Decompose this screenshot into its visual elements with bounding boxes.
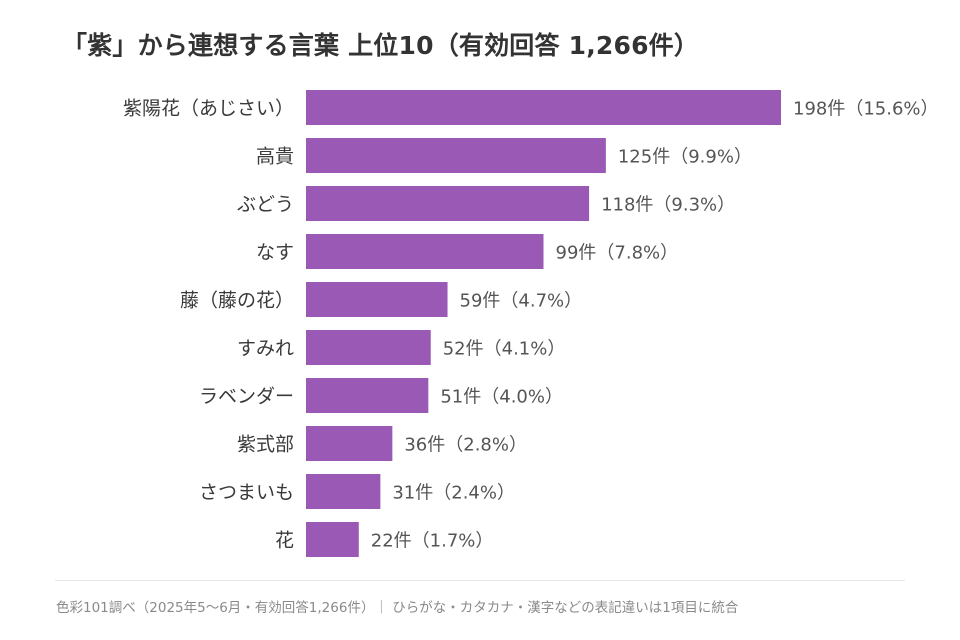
footer-divider [55,580,905,581]
bar-chart: 紫陽花（あじさい） 198件（15.6%） 高貴 125件（9.9%） ぶどう 118件（… [123,90,939,557]
value-label: 118件（9.3%） [601,195,735,216]
value-label: 59件（4.7%） [460,291,583,312]
bar [306,330,431,365]
value-label: 198件（15.6%） [793,99,939,120]
category-label: 紫式部 [237,434,294,456]
source-note: 色彩101調べ（2025年5〜6月・有効回答1,266件）｜ ひらがな・カタカナ… [56,600,739,616]
category-label: 藤（藤の花） [180,290,294,312]
value-label: 52件（4.1%） [443,339,566,360]
bar [306,282,448,317]
category-label: なす [256,242,294,264]
value-label: 22件（1.7%） [371,531,494,552]
bar [306,138,606,173]
category-label: ぶどう [237,194,294,216]
value-label: 31件（2.4%） [392,483,515,504]
bar [306,234,544,269]
bar [306,426,393,461]
value-label: 99件（7.8%） [556,243,679,264]
value-label: 36件（2.8%） [404,435,527,456]
bar [306,474,381,509]
category-label: 高貴 [256,146,294,168]
category-label: さつまいも [199,482,294,504]
category-label: ラベンダー [199,386,294,408]
bar [306,90,781,125]
bar [306,186,590,221]
chart-title: 「紫」から連想する言葉 上位10（有効回答 1,266件） [62,31,700,60]
category-label: すみれ [237,338,294,360]
bar [306,522,359,557]
value-label: 51件（4.0%） [440,387,563,408]
bar [306,378,429,413]
category-label: 紫陽花（あじさい） [123,98,294,120]
value-label: 125件（9.9%） [618,147,752,168]
category-label: 花 [275,530,294,552]
